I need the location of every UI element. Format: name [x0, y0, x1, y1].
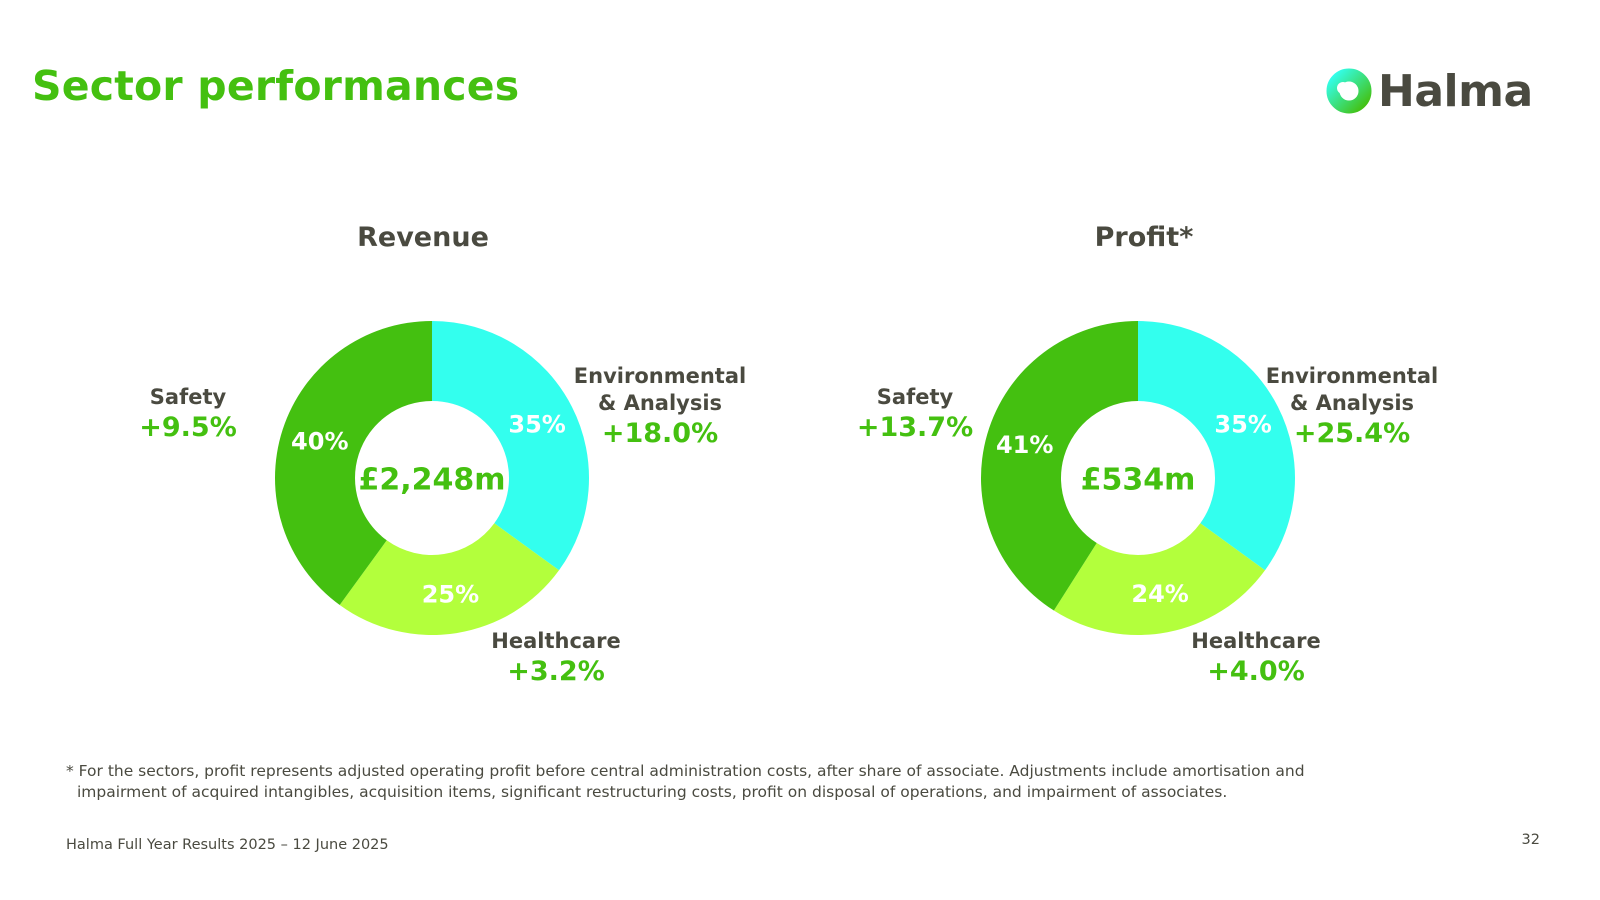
profit-safety-growth: +13.7%	[785, 411, 1045, 445]
revenue-chart-title: Revenue	[273, 222, 573, 253]
profit-safety-label: Safety +13.7%	[785, 384, 1045, 445]
revenue-environmental-growth: +18.0%	[530, 417, 790, 451]
profit-healthcare-growth: +4.0%	[1126, 655, 1386, 689]
revenue-safety-name: Safety	[58, 384, 318, 411]
page-number: 32	[1522, 832, 1540, 848]
revenue-healthcare-label: Healthcare +3.2%	[426, 628, 686, 689]
footer-text: Halma Full Year Results 2025 – 12 June 2…	[66, 837, 389, 853]
profit-environmental-name-1: Environmental	[1222, 363, 1482, 390]
revenue-slice-label-healthcare: 25%	[422, 581, 479, 609]
revenue-healthcare-growth: +3.2%	[426, 655, 686, 689]
footnote-line-1: * For the sectors, profit represents adj…	[66, 761, 1486, 782]
slide: Sector performances Halma Revenue 35% 25%…	[0, 0, 1600, 900]
profit-environmental-name-2: & Analysis	[1222, 390, 1482, 417]
profit-environmental-growth: +25.4%	[1222, 417, 1482, 451]
profit-safety-name: Safety	[785, 384, 1045, 411]
revenue-safety-growth: +9.5%	[58, 411, 318, 445]
profit-environmental-label: Environmental & Analysis +25.4%	[1222, 363, 1482, 451]
footnote: * For the sectors, profit represents adj…	[66, 761, 1486, 803]
revenue-center-total: £2,248m	[358, 463, 505, 498]
halma-logo: Halma	[1326, 66, 1546, 124]
profit-healthcare-name: Healthcare	[1126, 628, 1386, 655]
halma-logo-icon	[1326, 68, 1372, 114]
page-title: Sector performances	[32, 62, 519, 110]
profit-center-total: £534m	[1081, 463, 1196, 498]
revenue-environmental-name-2: & Analysis	[530, 390, 790, 417]
revenue-environmental-label: Environmental & Analysis +18.0%	[530, 363, 790, 451]
profit-healthcare-label: Healthcare +4.0%	[1126, 628, 1386, 689]
profit-chart-title: Profit*	[994, 222, 1294, 253]
footnote-line-2: impairment of acquired intangibles, acqu…	[66, 782, 1486, 803]
revenue-healthcare-name: Healthcare	[426, 628, 686, 655]
revenue-safety-label: Safety +9.5%	[58, 384, 318, 445]
profit-slice-label-healthcare: 24%	[1131, 580, 1188, 608]
revenue-environmental-name-1: Environmental	[530, 363, 790, 390]
halma-logo-wordmark: Halma	[1378, 66, 1533, 117]
